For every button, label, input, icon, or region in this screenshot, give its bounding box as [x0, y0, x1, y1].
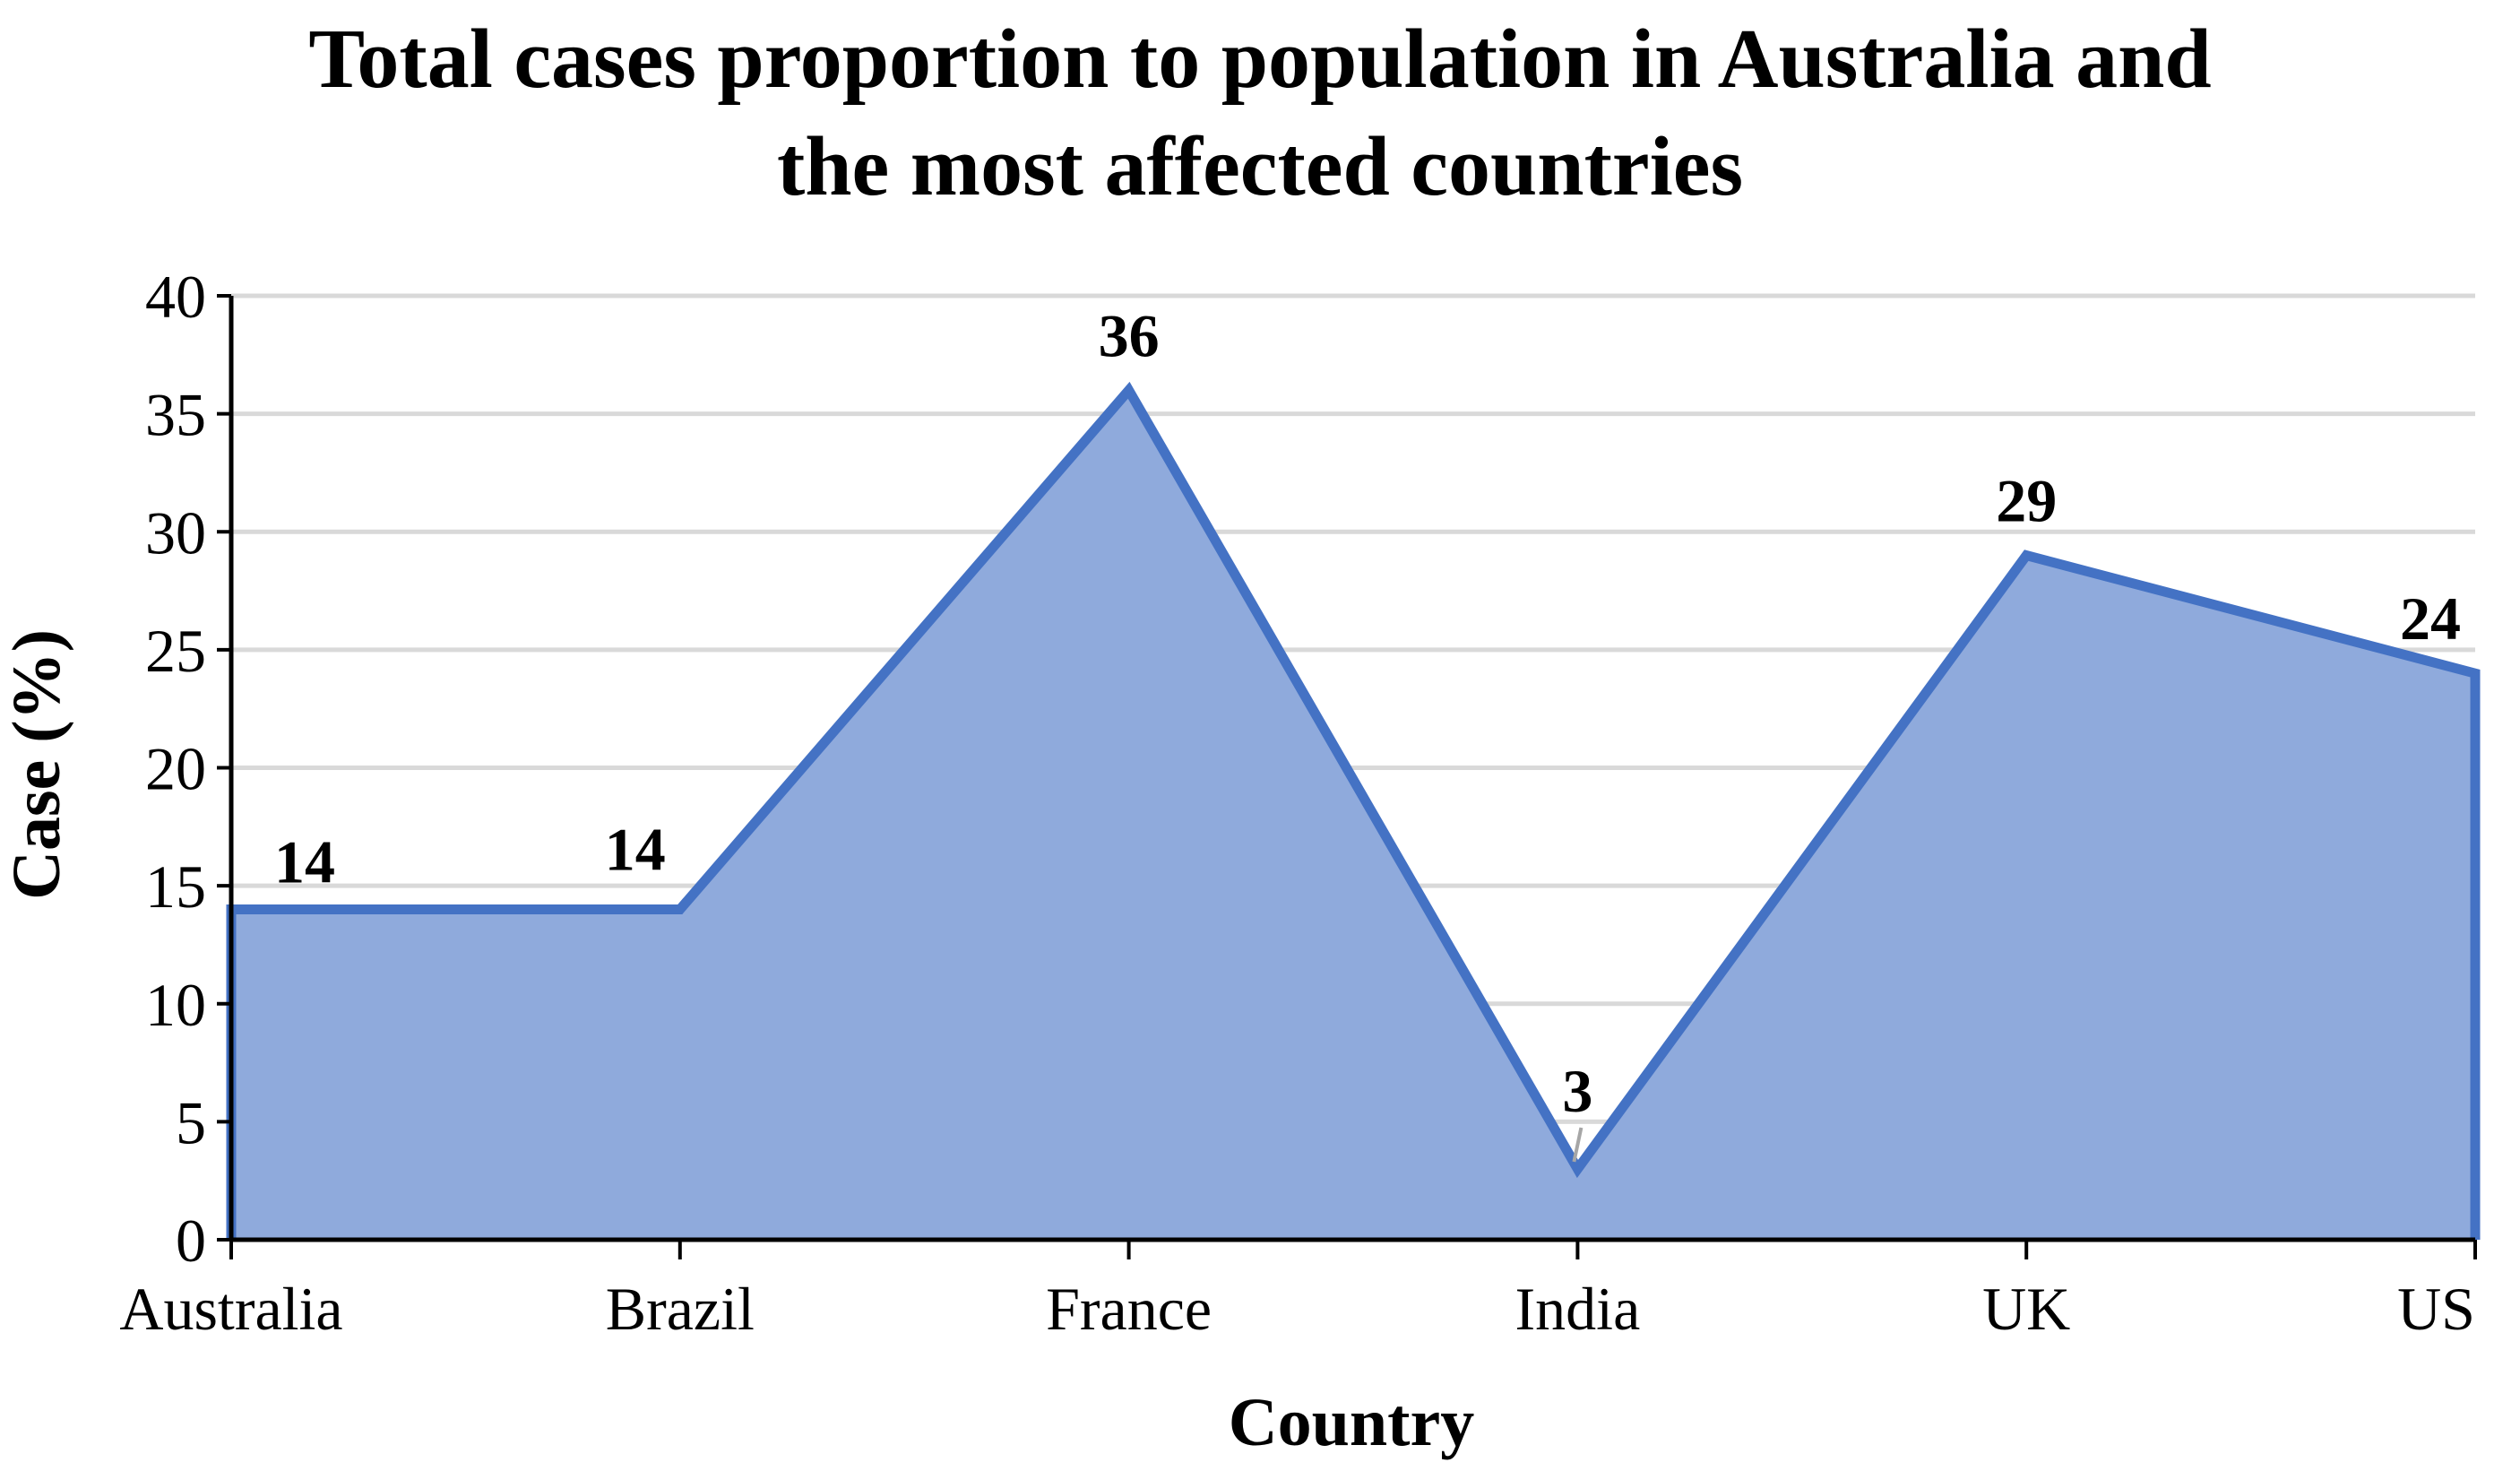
x-tick-label: Australia	[119, 1275, 342, 1343]
y-tick-label: 15	[145, 852, 206, 921]
axes	[217, 294, 2477, 1259]
x-tick-label: UK	[1982, 1275, 2070, 1343]
x-tick-label: US	[2397, 1275, 2475, 1343]
data-label-leader-line	[1572, 1127, 1584, 1163]
y-tick-label: 25	[145, 617, 206, 685]
y-tick-labels: 0 5 10 15 20 25 30 35 40	[145, 263, 206, 1275]
y-tick-label: 30	[145, 498, 206, 567]
x-tick-label: India	[1515, 1275, 1641, 1343]
data-label: 14	[274, 827, 335, 896]
area-line	[226, 381, 2481, 1240]
y-tick-label: 20	[145, 735, 206, 803]
data-label: 24	[2400, 584, 2461, 653]
x-axis-title: Country	[1229, 1385, 1474, 1460]
x-tick-labels: Australia Brazil France India UK US	[119, 1275, 2475, 1343]
x-tick-label: France	[1046, 1275, 1212, 1343]
chart-title-line-2: the most affected countries	[776, 120, 1744, 213]
y-tick-label: 40	[145, 263, 206, 331]
chart-title: Total cases proportion to population in …	[0, 5, 2520, 221]
y-tick-label: 5	[176, 1088, 206, 1156]
data-label: 29	[1996, 467, 2057, 535]
y-tick-label: 35	[145, 381, 206, 449]
y-tick-label: 0	[176, 1207, 206, 1275]
area-fill	[231, 390, 2475, 1240]
data-label: 3	[1562, 1057, 1592, 1125]
y-axis-title: Case (%)	[0, 629, 74, 900]
x-tick-label: Brazil	[606, 1275, 755, 1343]
data-label: 14	[605, 815, 666, 883]
data-labels: 14 14 36 3 29 24	[274, 301, 2461, 1163]
series-area	[226, 381, 2481, 1240]
data-label: 36	[1099, 301, 1160, 369]
y-tick-label: 10	[145, 971, 206, 1039]
chart-title-line-1: Total cases proportion to population in …	[308, 13, 2212, 106]
